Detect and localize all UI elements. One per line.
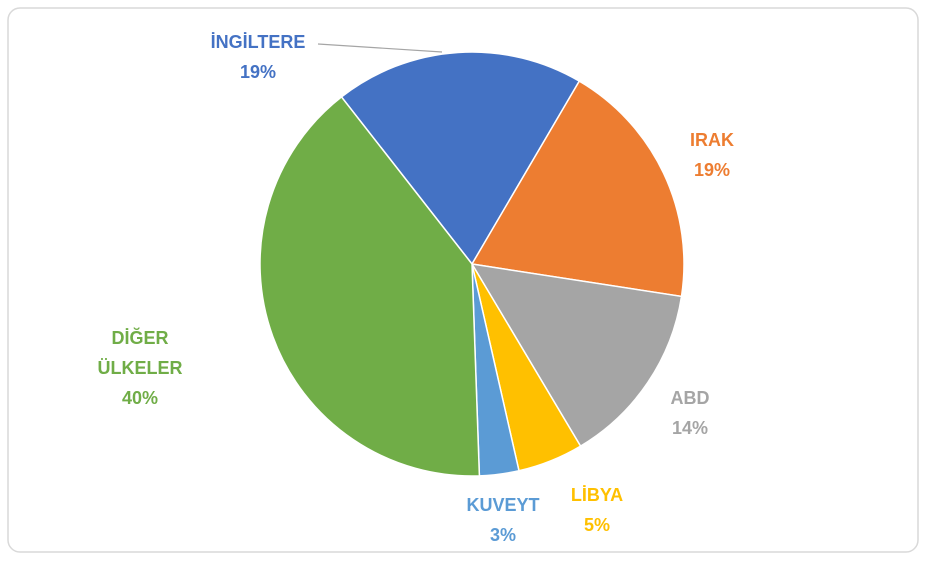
data-label: DİĞER ÜLKELER 40% [90,323,190,413]
value-label: 40% [121,388,159,408]
data-label: KUVEYT 3% [466,490,539,550]
category-label: KUVEYT [466,495,540,515]
pie-slice [470,80,685,298]
leader-line [317,43,443,53]
pie-slice [259,95,481,477]
category-label: LİBYA [570,485,624,505]
value-label: 19% [239,62,277,82]
data-label: İNGİLTERE 19% [211,27,306,87]
category-label: DİĞER ÜLKELER [97,328,183,378]
value-label: 3% [489,525,517,545]
value-label: 5% [583,515,611,535]
pie-slice [340,51,581,266]
data-label: LİBYA 5% [571,480,623,540]
category-label: İNGİLTERE [210,32,306,52]
value-label: 19% [693,160,731,180]
data-label: IRAK 19% [690,125,734,185]
category-label: IRAK [690,130,734,150]
data-label: ABD 14% [671,383,710,443]
value-label: 14% [671,418,709,438]
category-label: ABD [670,388,710,408]
pie-slice [470,263,683,448]
